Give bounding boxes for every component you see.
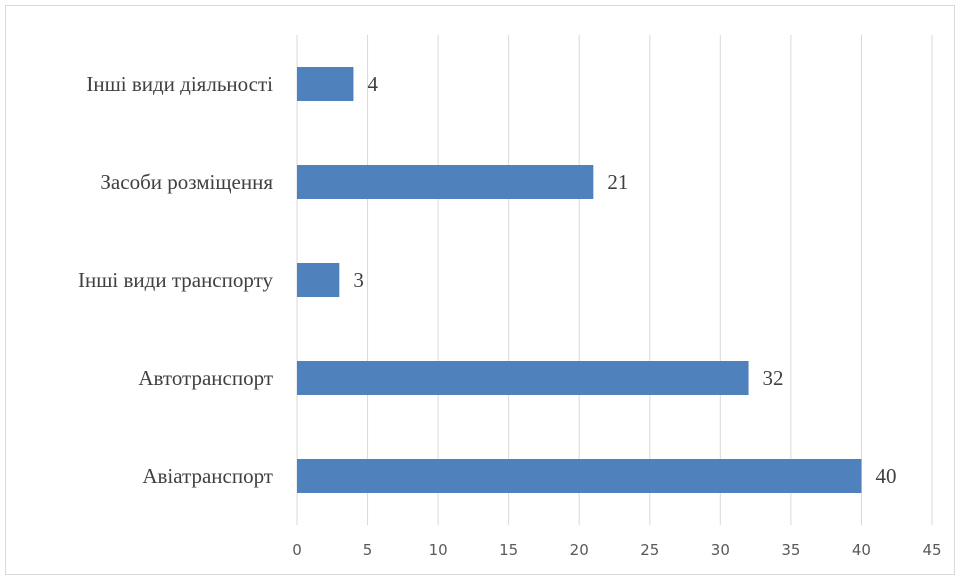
x-tick-label: 0 (292, 541, 302, 559)
bars (297, 67, 862, 493)
bar (297, 263, 340, 297)
bar (297, 459, 862, 493)
category-label: Автотранспорт (138, 366, 273, 390)
x-tick-label: 45 (922, 541, 941, 559)
x-tick-label: 15 (499, 541, 518, 559)
x-tick-label: 5 (363, 541, 373, 559)
category-label: Інші види діяльності (86, 72, 273, 96)
gridlines (296, 35, 933, 525)
x-axis-ticks: 0 5 10 15 20 25 30 35 40 45 (292, 541, 941, 559)
x-tick-label: 40 (852, 541, 871, 559)
data-label: 4 (367, 72, 378, 96)
bar (297, 165, 594, 199)
data-label: 32 (763, 366, 784, 390)
x-tick-label: 10 (429, 541, 448, 559)
x-tick-label: 35 (781, 541, 800, 559)
category-label: Авіатранспорт (142, 464, 273, 488)
category-label: Інші види транспорту (78, 268, 273, 292)
x-tick-label: 20 (570, 541, 589, 559)
data-label: 40 (875, 464, 896, 488)
category-label: Засоби розміщення (100, 170, 273, 194)
data-label: 21 (607, 170, 628, 194)
x-tick-label: 30 (711, 541, 730, 559)
x-tick-label: 25 (640, 541, 659, 559)
data-labels: 4 21 3 32 40 (353, 72, 896, 488)
category-labels: Інші види діяльності Засоби розміщення Інш… (78, 72, 273, 488)
data-label: 3 (353, 268, 364, 292)
bar (297, 67, 354, 101)
bar (297, 361, 749, 395)
